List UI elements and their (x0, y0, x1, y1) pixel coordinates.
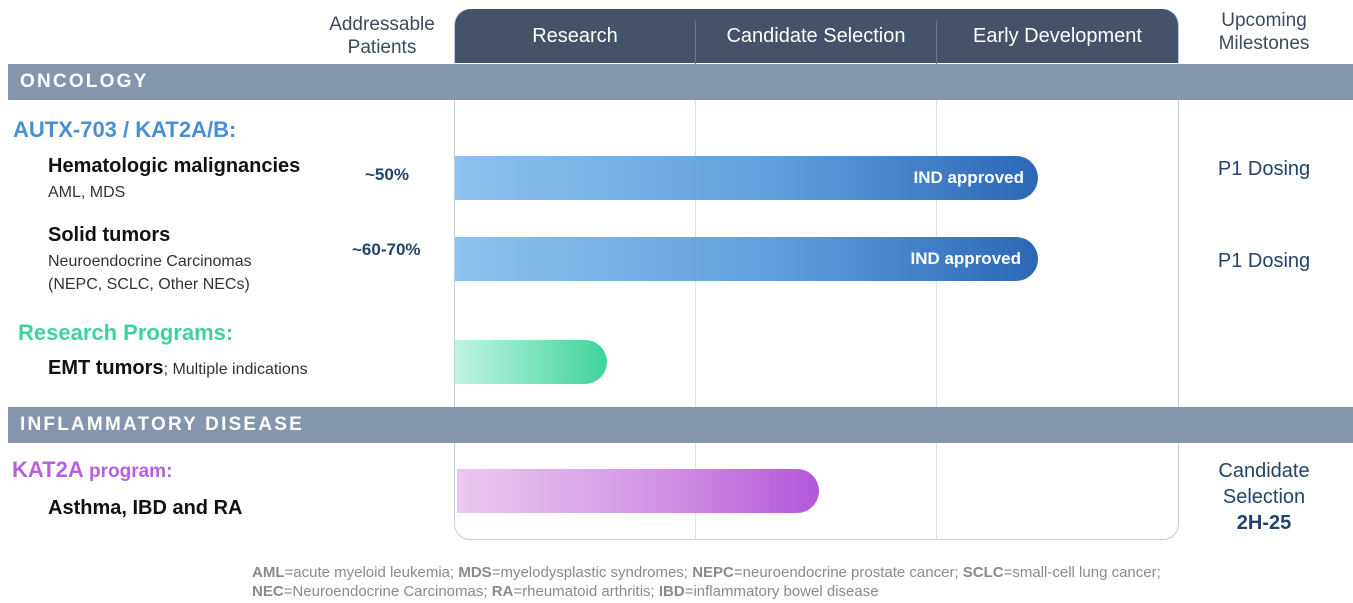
abbreviations-footnote: AML=acute myeloid leukemia; MDS=myelodys… (252, 563, 1192, 601)
program-sub-solid-tumors-line-1: Neuroendocrine Carcinomas (48, 253, 252, 270)
upcoming-milestones-header: Upcoming Milestones (1196, 9, 1332, 55)
addressable-patients-header: Addressable Patients (318, 13, 446, 59)
group-title-kat2a: KAT2A program: (12, 457, 172, 483)
stage-header-divider-2 (936, 21, 937, 65)
program-name-emt: EMT tumors; Multiple indications (48, 357, 308, 380)
upcoming-milestones-header-line-2: Milestones (1218, 33, 1310, 54)
patients-solid-tumors: ~60-70% (352, 240, 421, 259)
bar-label-hematologic: IND approved (913, 168, 1024, 187)
stage-candidate-selection: Candidate Selection (726, 25, 906, 47)
milestone-kat2a-line-1: Candidate (1218, 460, 1310, 482)
milestone-solid-tumors-line-1: P1 Dosing (1217, 250, 1311, 272)
milestone-kat2a: Candidate Selection 2H-25 (1196, 458, 1332, 536)
footnote-abbr-1: MDS (458, 564, 492, 581)
section-title-inflammatory: INFLAMMATORY DISEASE (20, 414, 304, 435)
footnote-abbr-5: RA (491, 583, 514, 600)
group-title-research: Research Programs: (18, 320, 234, 345)
footnote-abbr-2: NEPC (692, 564, 734, 581)
stage-early-development: Early Development (973, 25, 1142, 47)
footnote-def-3: =small-cell lung cancer; (1003, 564, 1161, 581)
section-band-oncology: ONCOLOGY (8, 64, 1353, 100)
stage-gridline-1 (695, 63, 696, 539)
progress-bar-solid-tumors: IND approved (455, 237, 1038, 281)
section-title-oncology: ONCOLOGY (20, 71, 149, 92)
upcoming-milestones-header-line-1: Upcoming (1221, 10, 1307, 31)
stage-research: Research (532, 25, 618, 47)
stage-header-divider-1 (695, 21, 696, 65)
milestone-solid-tumors: P1 Dosing (1196, 248, 1332, 274)
group-title-autx: AUTX-703 / KAT2A/B: (13, 117, 237, 142)
footnote-abbr-6: IBD (658, 583, 685, 600)
program-name-solid-tumors: Solid tumors (48, 224, 171, 246)
footnote-abbr-0: AML (252, 564, 285, 581)
bar-label-solid-tumors: IND approved (910, 249, 1021, 268)
milestone-hematologic-line-1: P1 Dosing (1217, 158, 1311, 180)
stage-gridline-2 (936, 63, 937, 539)
group-title-kat2a-rest: program: (83, 461, 173, 482)
footnote-abbr-3: SCLC (962, 564, 1004, 581)
footnote-def-0: =acute myeloid leukemia; (284, 564, 459, 581)
addressable-patients-header-line-1: Addressable (329, 14, 435, 35)
group-title-kat2a-main: KAT2A (12, 457, 84, 482)
footnote-abbr-4: NEC (252, 583, 284, 600)
program-name-hematologic: Hematologic malignancies (48, 155, 301, 177)
milestone-hematologic: P1 Dosing (1196, 156, 1332, 182)
program-sub-solid-tumors-line-2: (NEPC, SCLC, Other NECs) (48, 276, 250, 293)
footnote-def-4: =Neuroendocrine Carcinomas; (283, 583, 492, 600)
footnote-def-5: =rheumatoid arthritis; (513, 583, 659, 600)
milestone-kat2a-line-3: 2H-25 (1236, 512, 1292, 534)
footnote-def-6: =inflammatory bowel disease (684, 583, 879, 600)
patients-hematologic: ~50% (365, 165, 409, 184)
stage-header: Research Candidate Selection Early Devel… (455, 9, 1178, 65)
program-name-asthma: Asthma, IBD and RA (48, 497, 243, 519)
milestone-kat2a-line-2: Selection (1222, 486, 1306, 508)
section-band-inflammatory: INFLAMMATORY DISEASE (8, 407, 1353, 443)
footnote-def-2: =neuroendocrine prostate cancer; (733, 564, 963, 581)
progress-bar-emt (455, 340, 607, 384)
program-name-emt-suffix: ; Multiple indications (163, 361, 308, 378)
progress-bar-kat2a (457, 469, 819, 513)
program-name-emt-main: EMT tumors (48, 357, 164, 379)
program-sub-hematologic: AML, MDS (48, 184, 126, 201)
addressable-patients-header-line-2: Patients (347, 37, 417, 58)
footnote-def-1: =myelodysplastic syndromes; (491, 564, 693, 581)
progress-bar-hematologic: IND approved (455, 156, 1038, 200)
